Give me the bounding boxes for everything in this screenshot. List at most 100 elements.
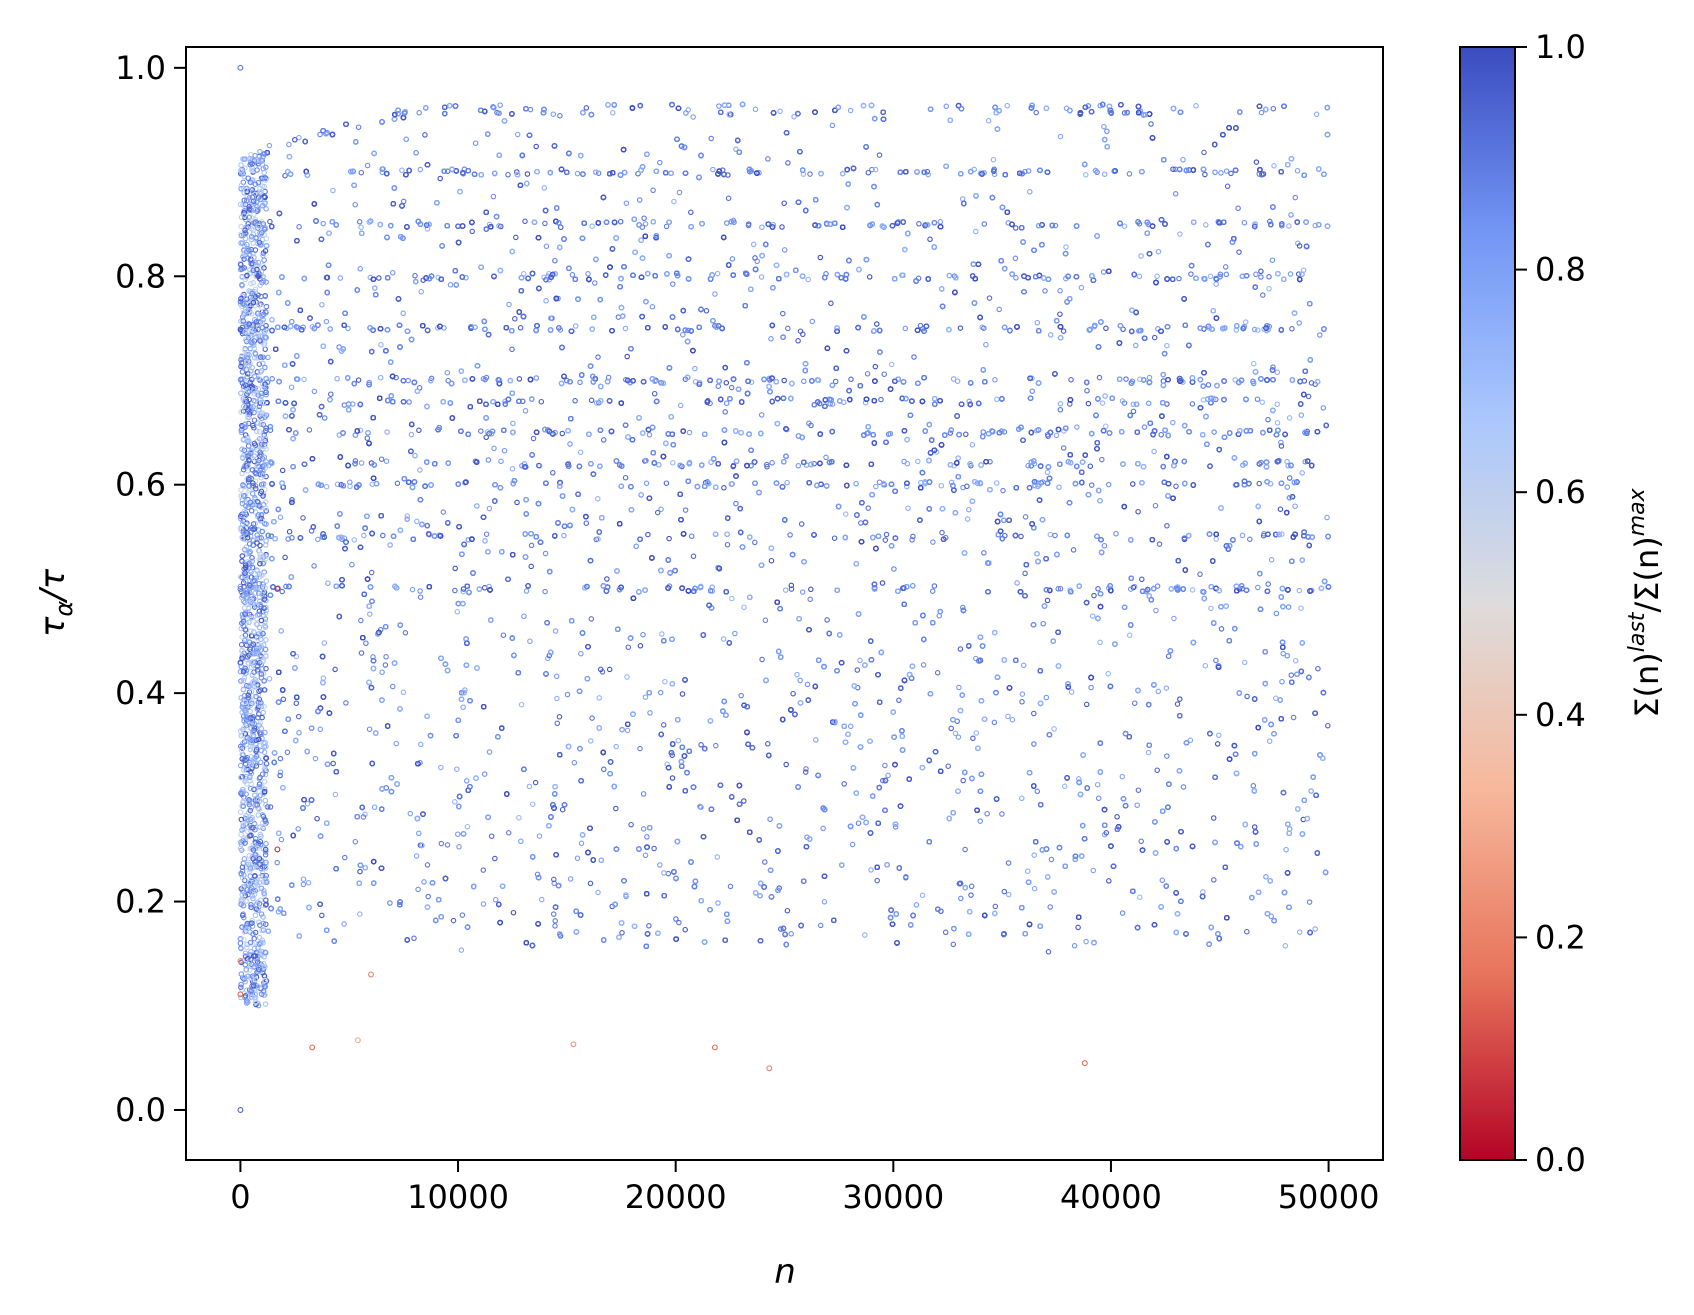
scatter-point: [864, 371, 871, 377]
scatter-point: [438, 840, 445, 847]
scatter-point: [964, 516, 971, 522]
scatter-point: [640, 791, 647, 797]
scatter-point: [399, 167, 405, 173]
scatter-point: [380, 532, 386, 539]
scatter-point: [659, 631, 665, 637]
scatter-point: [351, 537, 358, 543]
scatter-point: [1235, 205, 1241, 212]
scatter-point: [555, 295, 561, 302]
scatter-point: [725, 195, 732, 202]
scatter-point: [1136, 273, 1143, 280]
scatter-point: [352, 838, 359, 845]
scatter-point: [849, 841, 856, 848]
scatter-point: [514, 131, 521, 138]
scatter-point: [1107, 109, 1114, 115]
scatter-point: [1055, 586, 1061, 592]
scatter-point: [878, 396, 884, 403]
scatter-point: [280, 696, 287, 703]
scatter-point: [1223, 168, 1230, 174]
scatter-point: [328, 391, 334, 397]
scatter-point: [1044, 597, 1051, 604]
scatter-point: [538, 896, 545, 903]
scatter-point: [572, 323, 579, 329]
scatter-point: [1012, 225, 1019, 231]
scatter-point: [564, 691, 571, 698]
scatter-point: [1083, 701, 1090, 708]
scatter-point: [417, 594, 424, 600]
scatter-point: [1031, 852, 1037, 858]
scatter-point: [624, 727, 631, 734]
scatter-point: [358, 169, 365, 176]
scatter-point: [619, 930, 625, 936]
scatter-point: [1084, 387, 1090, 394]
plot-area: [186, 47, 1383, 1160]
scatter-point: [529, 801, 536, 807]
scatter-point: [1099, 456, 1105, 463]
scatter-point: [1256, 480, 1262, 487]
scatter-point: [1313, 111, 1320, 118]
scatter-points: [237, 64, 1332, 1113]
scatter-point: [492, 896, 499, 903]
scatter-point: [1083, 172, 1089, 178]
scatter-point: [557, 113, 563, 119]
scatter-point: [784, 479, 790, 486]
scatter-point: [956, 684, 962, 691]
scatter-point: [571, 759, 578, 766]
scatter-point: [1228, 170, 1234, 177]
scatter-point: [593, 400, 600, 406]
scatter-point: [970, 735, 976, 742]
scatter-point: [263, 473, 269, 480]
scatter-point: [791, 113, 797, 120]
scatter-point: [1126, 632, 1133, 639]
scatter-point: [1253, 159, 1260, 165]
scatter-point: [642, 221, 649, 227]
scatter-point: [485, 457, 492, 463]
scatter-point: [1292, 657, 1299, 664]
scatter-point: [622, 325, 629, 332]
scatter-point: [514, 499, 520, 506]
scatter-point: [480, 901, 487, 907]
scatter-point: [357, 427, 364, 433]
scatter-point: [1255, 584, 1261, 591]
scatter-point: [1260, 292, 1266, 298]
scatter-point: [669, 775, 676, 781]
scatter-point: [1051, 726, 1057, 732]
scatter-point: [358, 460, 365, 466]
scatter-point: [756, 170, 762, 176]
scatter-point: [968, 892, 974, 898]
scatter-point: [510, 909, 517, 916]
scatter-point: [321, 415, 328, 421]
scatter-point: [1269, 257, 1276, 263]
scatter-point: [492, 855, 498, 862]
scatter-point: [519, 398, 526, 405]
scatter-point: [1207, 273, 1214, 280]
scatter-point: [357, 266, 363, 272]
scatter-point: [371, 804, 378, 810]
scatter-point: [872, 166, 879, 173]
scatter-point: [969, 442, 976, 448]
scatter-point: [352, 458, 359, 464]
scatter-point: [1201, 149, 1207, 156]
scatter-point: [1042, 288, 1048, 294]
scatter-point: [764, 463, 770, 470]
scatter-point: [254, 706, 261, 712]
scatter-point: [692, 365, 698, 372]
scatter-point: [509, 346, 515, 353]
scatter-point: [769, 460, 775, 466]
scatter-point: [930, 539, 936, 545]
scatter-point: [417, 588, 423, 594]
scatter-point: [1013, 275, 1019, 281]
scatter-point: [1154, 767, 1160, 773]
scatter-point: [857, 657, 863, 664]
scatter-point: [543, 298, 549, 304]
scatter-point: [1004, 102, 1010, 109]
scatter-point: [1298, 412, 1305, 418]
scatter-point: [459, 912, 466, 918]
scatter-point: [721, 485, 727, 491]
scatter-point: [1214, 741, 1221, 747]
scatter-point: [387, 900, 393, 906]
scatter-point: [1057, 311, 1063, 317]
scatter-point: [323, 483, 330, 490]
scatter-point: [710, 166, 716, 173]
